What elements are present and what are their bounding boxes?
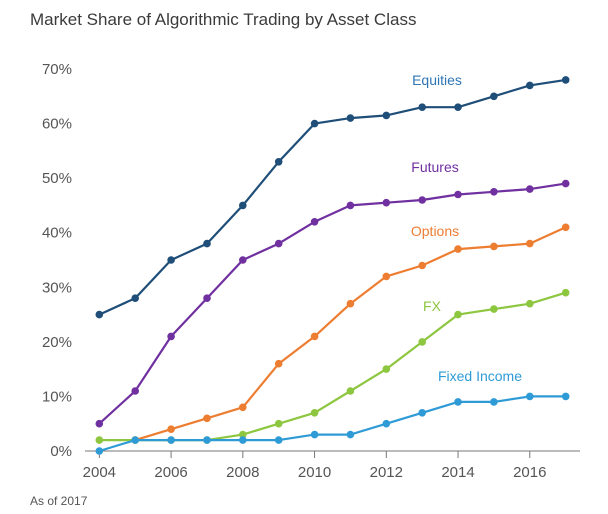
data-point-futures [561, 179, 570, 188]
data-point-fixed-income [382, 419, 391, 428]
data-point-fx [274, 419, 283, 428]
data-point-options [490, 242, 498, 251]
data-point-fixed-income [310, 430, 319, 439]
data-point-fixed-income [274, 436, 283, 444]
data-point-equities [95, 310, 104, 319]
data-point-fixed-income [454, 398, 462, 406]
data-point-futures [526, 185, 534, 193]
series-line-futures [98, 182, 566, 425]
data-point-fx [526, 299, 534, 308]
data-point-equities [274, 158, 283, 166]
data-point-fx [490, 305, 498, 313]
data-point-fx [382, 365, 391, 373]
data-point-options [418, 261, 427, 270]
y-tick-label: 30% [42, 279, 72, 296]
data-point-fixed-income [239, 436, 247, 444]
data-point-options [346, 299, 355, 308]
data-point-options [203, 414, 211, 423]
data-point-futures [203, 294, 211, 303]
data-point-fixed-income [167, 436, 175, 444]
series-label-equities: Equities [412, 72, 462, 88]
x-tick-label: 2008 [226, 464, 259, 481]
data-point-futures [310, 218, 319, 226]
y-tick-label: 70% [42, 61, 72, 78]
data-point-futures [167, 332, 175, 341]
data-point-options [561, 223, 570, 232]
data-point-futures [382, 198, 391, 207]
data-point-fx [310, 409, 319, 417]
data-point-options [167, 425, 175, 434]
data-point-fixed-income [131, 436, 139, 444]
data-point-options [239, 403, 247, 412]
data-point-futures [418, 196, 427, 204]
series-line-equities [98, 78, 566, 316]
data-point-fx [346, 387, 355, 395]
data-point-equities [346, 114, 355, 122]
data-point-equities [526, 81, 534, 90]
x-tick-label: 2004 [83, 464, 116, 481]
data-point-fixed-income [346, 430, 355, 439]
data-point-fx [454, 310, 462, 319]
data-point-options [382, 272, 391, 281]
data-point-options [310, 332, 319, 341]
series-line-fx [99, 291, 567, 442]
data-point-equities [167, 256, 175, 264]
series-label-fx: FX [423, 298, 442, 314]
data-point-equities [454, 103, 462, 111]
data-point-futures [346, 201, 355, 210]
data-point-equities [382, 111, 391, 120]
series-line-fixed-income [98, 395, 566, 453]
chart-title: Market Share of Algorithmic Trading by A… [30, 10, 417, 29]
x-tick-label: 2016 [513, 464, 546, 481]
y-tick-label: 40% [42, 225, 72, 242]
data-point-fixed-income [203, 436, 211, 444]
data-point-equities [203, 239, 211, 248]
series-label-futures: Futures [411, 159, 458, 175]
chart-footnote: As of 2017 [30, 494, 88, 508]
data-point-equities [418, 103, 427, 111]
data-point-options [454, 245, 462, 253]
data-point-equities [561, 76, 570, 84]
y-tick-label: 20% [42, 334, 72, 351]
y-tick-label: 0% [50, 443, 72, 460]
series-label-options: Options [411, 223, 459, 239]
y-tick-label: 60% [42, 116, 72, 133]
data-point-futures [239, 256, 247, 264]
data-point-futures [454, 190, 462, 199]
x-tick-label: 2012 [370, 464, 403, 481]
x-tick-label: 2006 [154, 464, 187, 481]
y-tick-label: 10% [42, 388, 72, 405]
data-point-equities [310, 119, 319, 128]
data-point-fixed-income [490, 398, 498, 406]
data-point-fixed-income [95, 447, 104, 455]
data-point-equities [239, 201, 247, 210]
data-point-equities [490, 92, 498, 101]
data-point-options [526, 239, 534, 248]
data-point-fx [561, 288, 570, 297]
data-point-fx [418, 338, 427, 346]
data-point-equities [131, 294, 139, 303]
data-point-fixed-income [418, 409, 427, 417]
data-point-fx [239, 430, 247, 439]
series-line-options [134, 226, 567, 442]
data-point-options [274, 359, 283, 368]
x-tick-label: 2014 [441, 464, 474, 481]
data-point-fx [95, 436, 104, 444]
data-point-futures [490, 188, 498, 196]
data-point-fixed-income [561, 392, 570, 401]
data-point-futures [274, 239, 283, 248]
series-label-fixed-income: Fixed Income [438, 368, 522, 384]
x-tick-label: 2010 [298, 464, 331, 481]
data-point-futures [131, 387, 139, 395]
data-point-fixed-income [526, 392, 534, 401]
data-point-futures [95, 419, 104, 428]
y-tick-label: 50% [42, 170, 72, 187]
